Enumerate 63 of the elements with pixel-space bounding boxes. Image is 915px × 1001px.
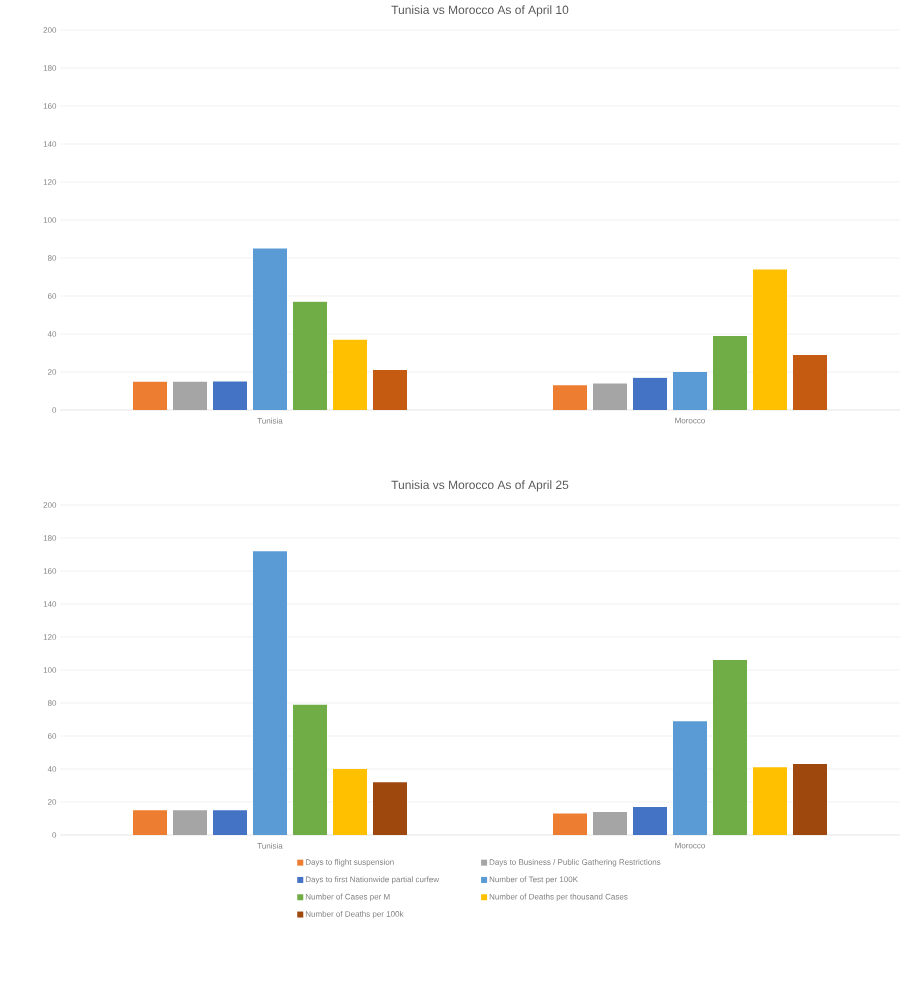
chart-title: Tunisia vs Morocco As of April 10 — [391, 5, 569, 17]
bar — [373, 370, 407, 411]
y-tick-label: 60 — [47, 733, 57, 739]
bar — [373, 782, 407, 836]
bar — [633, 806, 667, 836]
bar — [133, 381, 167, 411]
y-tick-label: 120 — [43, 179, 57, 185]
y-tick-label: 200 — [43, 502, 57, 508]
bar — [713, 660, 747, 836]
bar — [293, 704, 327, 836]
bar — [553, 813, 587, 836]
bar — [293, 301, 327, 411]
y-tick-label: 120 — [43, 634, 57, 640]
y-tick-label: 200 — [43, 27, 57, 33]
bar — [553, 385, 587, 411]
y-tick-label: 80 — [47, 255, 57, 261]
bar — [173, 810, 207, 836]
y-tick-label: 0 — [52, 407, 57, 413]
bar — [333, 769, 367, 836]
bar — [213, 381, 247, 411]
y-tick-label: 160 — [43, 568, 57, 574]
bar — [673, 372, 707, 411]
legend-label: Days to flight suspension — [305, 859, 394, 867]
bar — [253, 551, 287, 836]
y-tick-label: 20 — [47, 369, 57, 375]
bar — [713, 335, 747, 411]
x-tick-label: Tunisia — [257, 842, 283, 849]
bar — [253, 248, 287, 411]
legend-label: Number of Cases per M — [305, 893, 390, 902]
chart-title: Tunisia vs Morocco As of April 25 — [391, 480, 569, 492]
bar — [753, 269, 787, 411]
bar — [793, 354, 827, 411]
y-tick-label: 100 — [43, 217, 57, 223]
y-tick-label: 40 — [47, 331, 57, 337]
bar — [593, 811, 627, 836]
bar — [673, 721, 707, 836]
bar — [633, 377, 667, 411]
y-tick-label: 20 — [47, 799, 57, 805]
legend-label: Number of Deaths per thousand Cases — [489, 893, 628, 902]
legend-label: Number of Deaths per 100k — [305, 910, 404, 919]
y-tick-label: 160 — [43, 103, 57, 109]
y-tick-label: 180 — [43, 65, 57, 71]
x-tick-label: Morocco — [675, 842, 705, 849]
y-tick-label: 60 — [47, 293, 57, 299]
bar — [793, 764, 827, 836]
y-tick-label: 140 — [43, 601, 57, 607]
bar — [753, 767, 787, 836]
bar — [133, 810, 167, 836]
bar — [333, 339, 367, 411]
bar — [593, 383, 627, 411]
legend-label: Days to Business / Public Gathering Restrictions — [489, 859, 661, 867]
x-tick-label: Tunisia — [257, 417, 283, 424]
y-tick-label: 180 — [43, 535, 57, 541]
y-tick-label: 140 — [43, 141, 57, 147]
y-tick-label: 0 — [52, 832, 57, 838]
bar — [173, 381, 207, 411]
y-tick-label: 40 — [47, 766, 57, 772]
x-tick-label: Morocco — [675, 417, 705, 424]
legend-label: Number of Test per 100K — [489, 876, 578, 884]
y-tick-label: 100 — [43, 667, 57, 673]
legend-label: Days to first Nationwide partial curfew — [305, 876, 440, 884]
y-tick-label: 80 — [47, 700, 57, 706]
bar — [213, 810, 247, 836]
